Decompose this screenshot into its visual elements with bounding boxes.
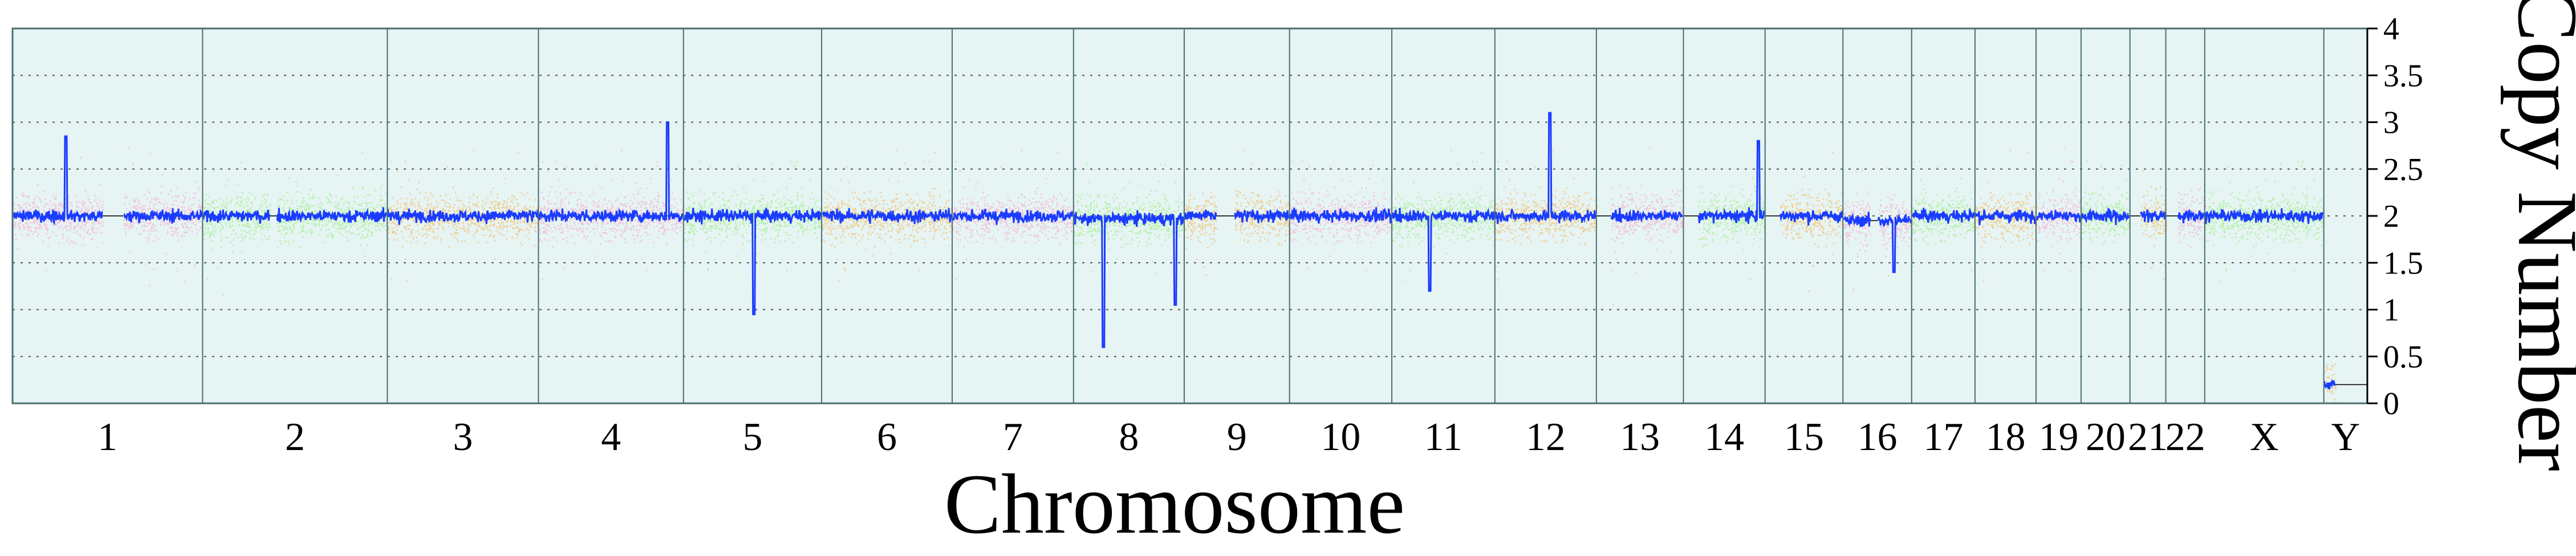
y-tick-label: 0.5 xyxy=(2383,340,2423,375)
points-cloud-22 xyxy=(2178,169,2207,248)
mean-line-3 xyxy=(387,208,539,225)
points-chr-19 xyxy=(2036,147,2083,272)
points-cloud-20 xyxy=(2081,160,2131,270)
chromosome-label-15: 15 xyxy=(1784,415,1824,459)
chromosome-label-17: 17 xyxy=(1923,415,1963,459)
mean-lines xyxy=(12,112,2367,390)
mean-line-5 xyxy=(683,207,822,316)
y-tick-label: 1.5 xyxy=(2383,246,2423,281)
chromosome-label-20: 20 xyxy=(2086,415,2126,459)
mean-line-7 xyxy=(952,208,1074,225)
points-cloud-16 xyxy=(1843,167,1913,290)
chromosome-label-1: 1 xyxy=(97,415,117,459)
y-tick-label: 4 xyxy=(2383,11,2399,47)
mean-line-10 xyxy=(1289,207,1392,224)
mean-line-1 xyxy=(12,135,203,226)
points-chr-2 xyxy=(202,152,389,296)
x-axis-title: Chromosome xyxy=(944,457,1405,551)
mean-line-X xyxy=(2204,208,2324,224)
mean-line-22 xyxy=(2177,210,2205,224)
points-chr-20 xyxy=(2081,160,2131,270)
points-cloud-17 xyxy=(1911,160,1976,272)
y-axis: 0 0.5 1 1.5 2 2.5 3 3.5 4 xyxy=(2366,11,2423,422)
chromosome-label-Y: Y xyxy=(2331,415,2360,459)
chromosome-label-14: 14 xyxy=(1704,415,1744,459)
y-tick-label: 0 xyxy=(2383,386,2399,422)
y-tick-label: 2 xyxy=(2383,199,2399,234)
mean-line-19 xyxy=(2035,210,2081,223)
chromosome-label-9: 9 xyxy=(1227,415,1247,459)
chromosome-label-2: 2 xyxy=(285,415,305,459)
points-cloud-21 xyxy=(2140,165,2167,280)
chromosome-label-4: 4 xyxy=(601,415,621,459)
y-axis-title: Copy Number xyxy=(2500,0,2576,471)
chromosome-label-11: 11 xyxy=(1424,415,1462,459)
mean-line-4 xyxy=(538,121,684,223)
chromosome-panel-16 xyxy=(1843,28,1912,403)
mean-line-15 xyxy=(1779,210,1843,226)
y-tick-label: 3 xyxy=(2383,105,2399,141)
mean-line-12 xyxy=(1494,112,1597,224)
chromosome-label-18: 18 xyxy=(1985,415,2025,459)
points-chr-14 xyxy=(1698,169,1766,280)
points-cloud-10 xyxy=(1289,160,1393,272)
mean-line-9 xyxy=(1184,208,1290,223)
mean-line-2 xyxy=(202,207,387,224)
points-cloud-14 xyxy=(1698,169,1766,280)
mean-line-14 xyxy=(1697,140,1765,224)
points-chr-21 xyxy=(2140,165,2167,280)
points-cloud-19 xyxy=(2036,147,2083,272)
mean-line-16 xyxy=(1843,211,1912,273)
chromosome-label-10: 10 xyxy=(1320,415,1360,459)
mean-line-8 xyxy=(1073,210,1185,348)
mean-line-6 xyxy=(822,208,952,224)
chromosome-label-7: 7 xyxy=(1003,415,1023,459)
mean-line-20 xyxy=(2081,208,2130,226)
chromosome-label-3: 3 xyxy=(453,415,473,459)
chromosome-label-12: 12 xyxy=(1526,415,1566,459)
mean-line-21 xyxy=(2140,209,2166,223)
mean-line-17 xyxy=(1911,207,1976,224)
points-chr-16 xyxy=(1843,167,1913,290)
chromosome-label-5: 5 xyxy=(742,415,762,459)
mean-line-13 xyxy=(1610,207,1683,223)
chromosome-label-21: 21 xyxy=(2128,415,2168,459)
chromosome-label-6: 6 xyxy=(877,415,897,459)
points-cloud-X xyxy=(2204,161,2326,281)
points-cloud-2 xyxy=(202,152,389,296)
points-chr-22 xyxy=(2178,169,2207,248)
mean-line-Y xyxy=(2323,379,2336,390)
points-chr-17 xyxy=(1911,160,1976,272)
chromosome-label-19: 19 xyxy=(2038,415,2078,459)
y-tick-label: 3.5 xyxy=(2383,58,2423,93)
y-tick-label: 2.5 xyxy=(2383,152,2423,187)
chromosome-label-22: 22 xyxy=(2165,415,2205,459)
points-chr-10 xyxy=(1289,160,1393,272)
chromosome-label-8: 8 xyxy=(1119,415,1139,459)
chromosome-label-13: 13 xyxy=(1620,415,1660,459)
points-chr-13 xyxy=(1611,147,1685,306)
y-tick-label: 1 xyxy=(2383,293,2399,328)
points-cloud-13 xyxy=(1611,147,1685,306)
points-chr-X xyxy=(2204,161,2326,281)
mean-line-18 xyxy=(1974,209,2037,226)
chromosome-label-X: X xyxy=(2250,415,2279,459)
chromosome-label-16: 16 xyxy=(1858,415,1898,459)
mean-line-11 xyxy=(1391,207,1495,292)
